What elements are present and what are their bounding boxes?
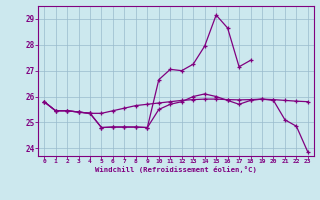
X-axis label: Windchill (Refroidissement éolien,°C): Windchill (Refroidissement éolien,°C) — [95, 166, 257, 173]
